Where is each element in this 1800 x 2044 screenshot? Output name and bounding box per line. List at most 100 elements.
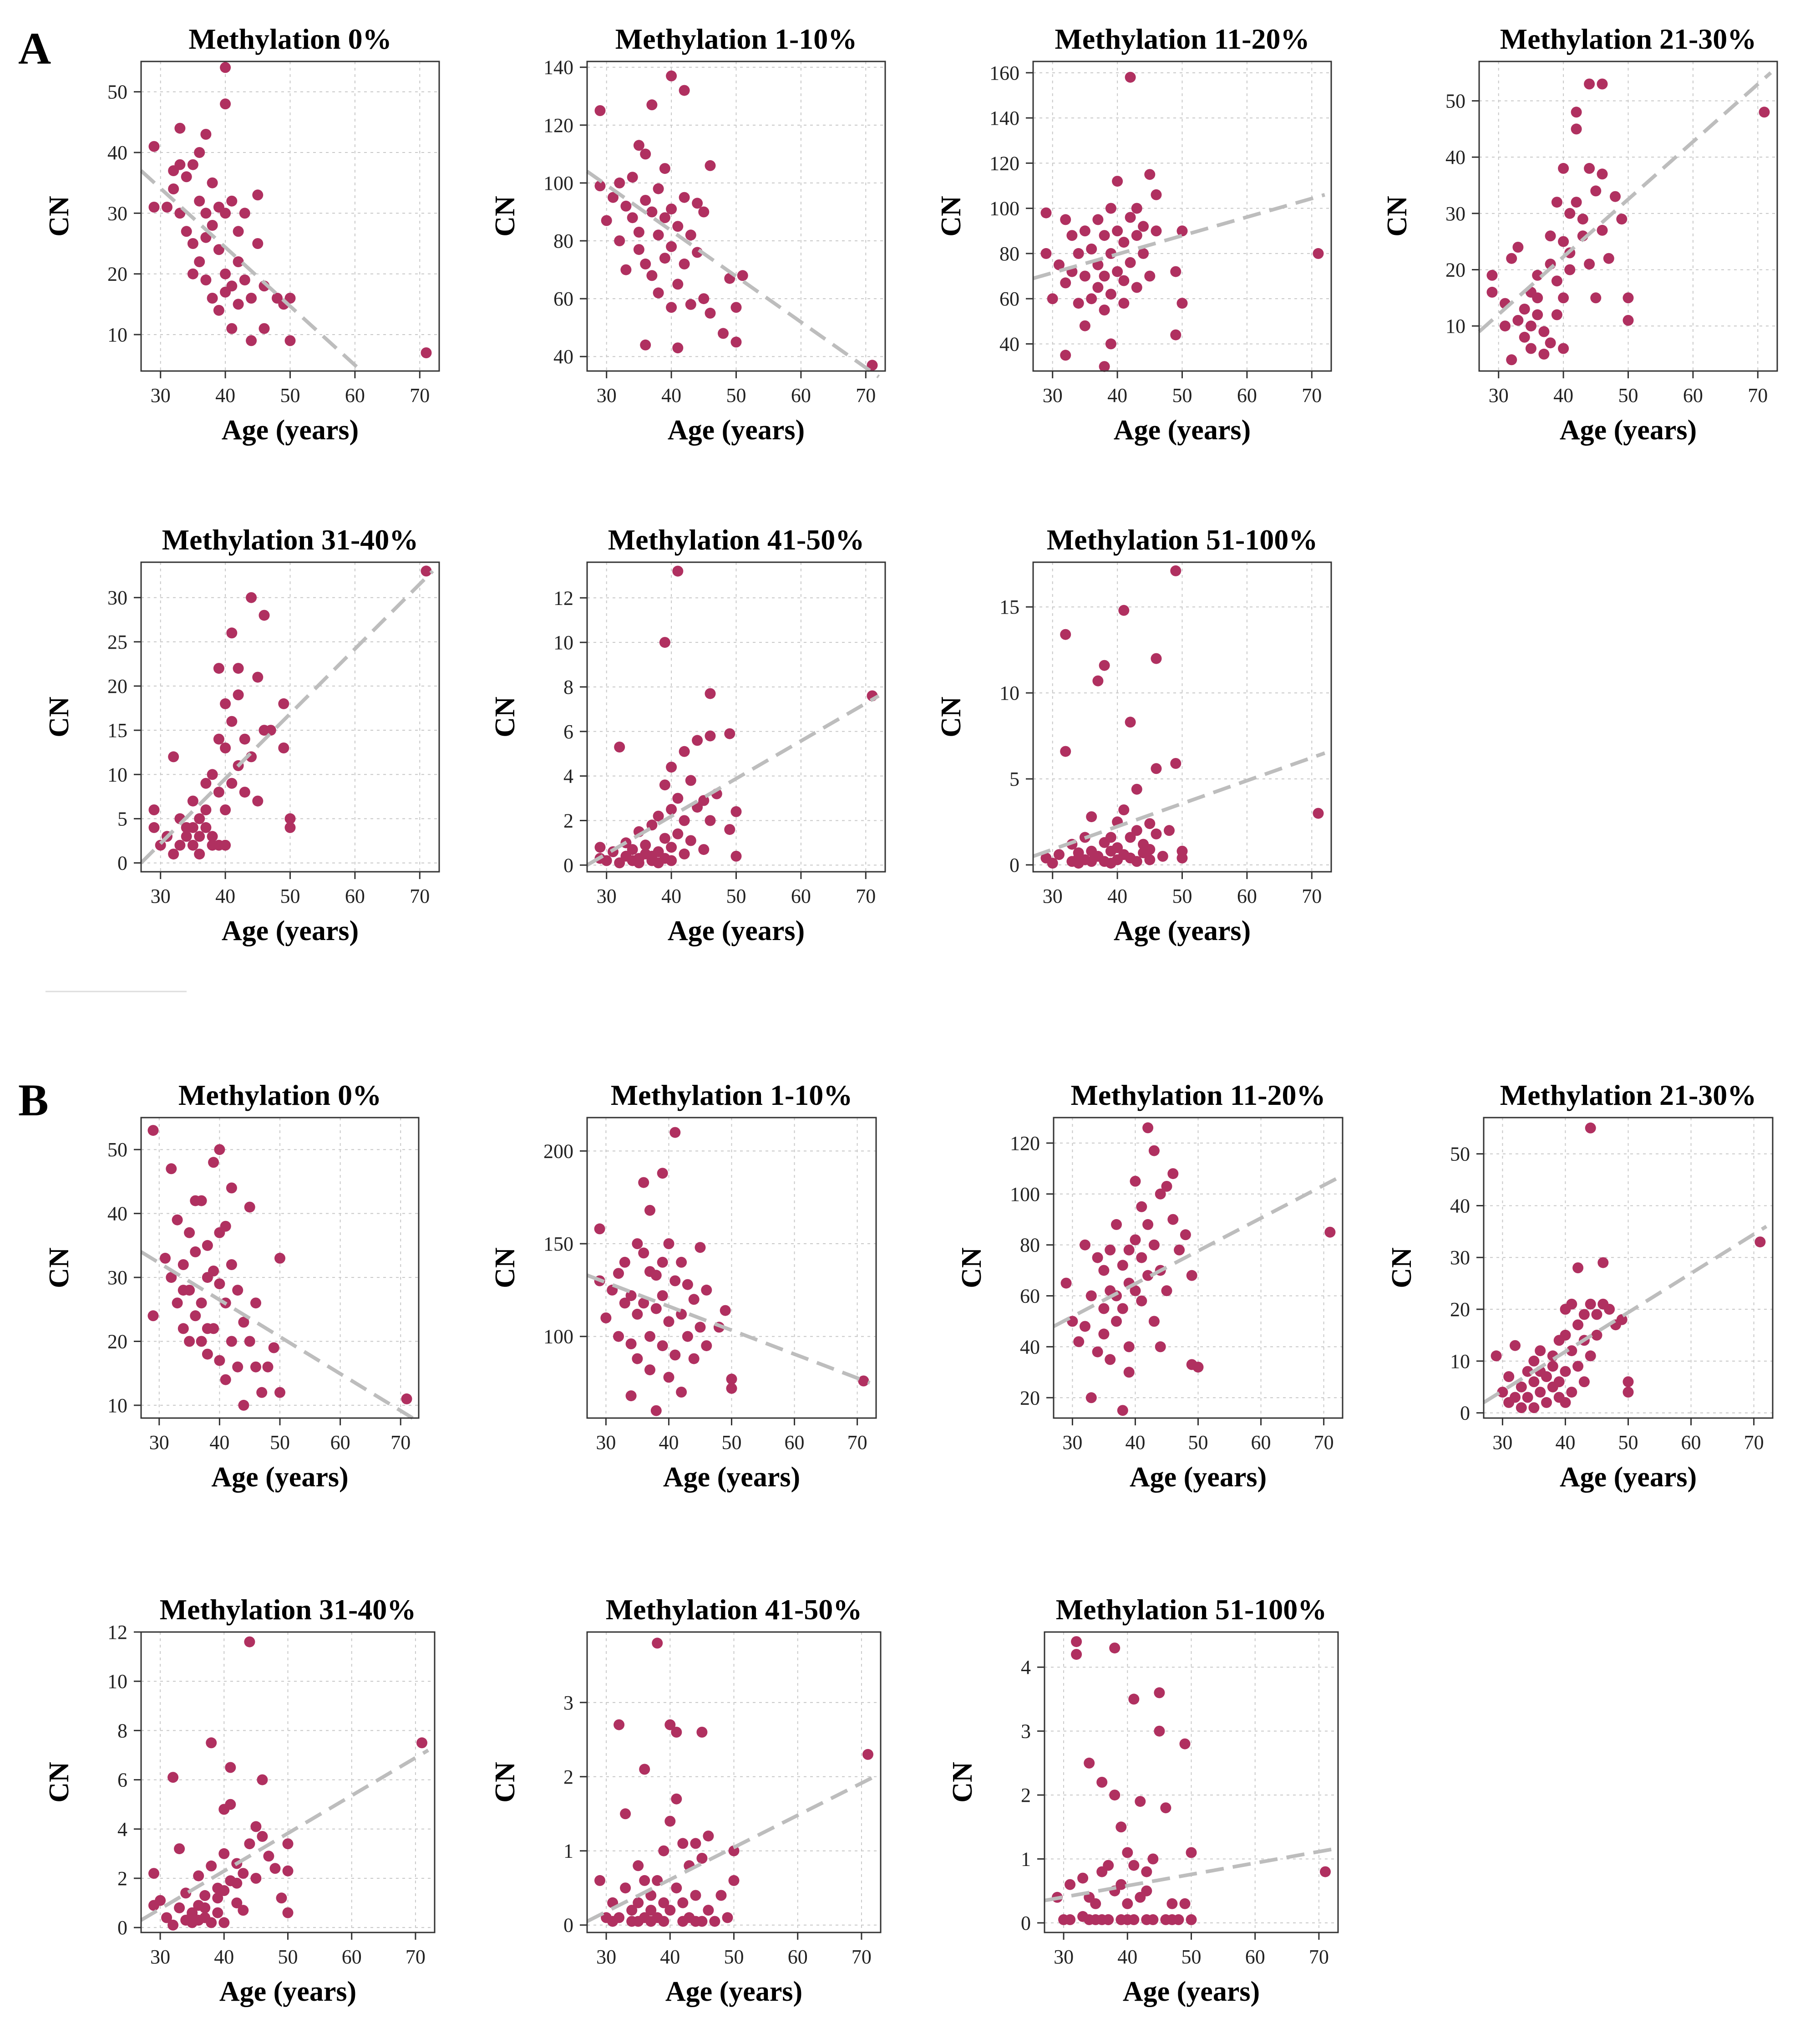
data-point — [613, 1331, 624, 1342]
data-point — [1054, 259, 1065, 270]
data-point — [724, 728, 735, 739]
x-tick-label: 70 — [1744, 1431, 1764, 1454]
data-point — [200, 778, 212, 789]
data-point — [685, 775, 696, 786]
data-point — [1086, 244, 1097, 254]
data-point — [720, 1305, 731, 1316]
data-point — [638, 1177, 649, 1188]
x-tick-label: 50 — [270, 1431, 290, 1454]
x-tick-label: 50 — [1172, 384, 1192, 407]
plot-title: Methylation 1-10% — [615, 23, 857, 55]
data-point — [199, 1890, 211, 1901]
data-point — [1547, 1361, 1558, 1372]
data-point — [594, 1223, 605, 1235]
data-point — [638, 1247, 649, 1259]
data-point — [1486, 286, 1498, 298]
data-point — [177, 1323, 189, 1334]
x-tick-label: 40 — [209, 1431, 229, 1454]
data-point — [168, 751, 179, 763]
data-point — [1528, 1402, 1540, 1414]
data-point — [638, 1297, 649, 1309]
plot-title: Methylation 31-40% — [160, 1593, 416, 1626]
data-point — [669, 1275, 681, 1286]
data-point — [659, 253, 670, 264]
data-point — [644, 1205, 655, 1216]
y-axis-label: CN — [1386, 1247, 1417, 1288]
data-point — [155, 1895, 166, 1906]
data-point — [1623, 1387, 1634, 1398]
data-point — [1131, 783, 1142, 795]
y-tick-label: 25 — [107, 631, 127, 653]
data-point — [148, 804, 160, 815]
x-axis-label: Age (years) — [1560, 415, 1697, 446]
y-tick-label: 40 — [1445, 146, 1465, 168]
data-point — [1130, 1234, 1141, 1246]
data-point — [1179, 1898, 1191, 1909]
data-point — [250, 1821, 262, 1832]
y-tick-label: 200 — [543, 1140, 573, 1162]
y-tick-label: 1 — [563, 1840, 573, 1862]
y-tick-label: 80 — [1020, 1234, 1040, 1256]
data-point — [685, 835, 696, 846]
data-point — [1591, 1309, 1602, 1320]
data-point — [1105, 832, 1116, 843]
y-axis-label: CN — [490, 1247, 521, 1288]
data-point — [239, 787, 250, 798]
y-tick-label: 80 — [999, 243, 1019, 265]
data-point — [672, 221, 684, 232]
data-point — [190, 1246, 201, 1257]
data-point — [256, 1387, 268, 1398]
data-point — [202, 1348, 213, 1360]
data-point — [1130, 1175, 1141, 1187]
data-point — [416, 1737, 427, 1749]
data-point — [1060, 746, 1071, 757]
data-point — [246, 293, 257, 304]
trend-line — [1044, 1847, 1332, 1902]
data-point — [148, 202, 160, 213]
x-tick-label: 40 — [214, 1946, 234, 1968]
data-point — [1085, 1290, 1097, 1302]
y-tick-label: 1 — [1021, 1848, 1031, 1871]
trend-line — [140, 1749, 430, 1922]
data-point — [1141, 1885, 1152, 1897]
data-point — [619, 1297, 630, 1309]
data-point — [148, 1868, 159, 1879]
data-point — [658, 1916, 669, 1927]
x-axis-label: Age (years) — [219, 1976, 356, 2007]
y-tick-label: 0 — [117, 852, 127, 875]
data-point — [613, 1268, 624, 1279]
data-point — [698, 293, 710, 305]
data-point — [1597, 1257, 1609, 1268]
data-point — [1118, 237, 1130, 248]
y-tick-label: 80 — [553, 230, 573, 252]
y-axis-label: CN — [44, 196, 75, 237]
y-tick-label: 40 — [553, 346, 573, 368]
data-point — [1179, 1738, 1191, 1749]
data-point — [1117, 1260, 1128, 1271]
y-tick-label: 40 — [107, 142, 127, 164]
y-tick-label: 40 — [999, 333, 1019, 355]
x-tick-label: 40 — [215, 384, 235, 407]
data-point — [257, 1831, 268, 1842]
data-point — [1566, 1387, 1577, 1398]
data-point — [202, 1240, 213, 1251]
data-point — [218, 1917, 230, 1928]
x-tick-label: 30 — [149, 1431, 169, 1454]
x-tick-label: 70 — [1314, 1431, 1334, 1454]
data-point — [1073, 248, 1084, 259]
data-point — [1584, 78, 1595, 90]
data-point — [692, 735, 703, 746]
data-point — [1125, 257, 1136, 268]
data-point — [1320, 1866, 1331, 1877]
plot-title: Methylation 11-20% — [1055, 23, 1310, 55]
data-point — [1584, 259, 1595, 270]
data-point — [274, 1252, 285, 1264]
data-point — [701, 1284, 712, 1296]
y-tick-label: 0 — [563, 1914, 573, 1937]
data-point — [220, 839, 231, 851]
data-point — [1092, 214, 1104, 225]
data-point — [1128, 1693, 1140, 1705]
data-point — [644, 1331, 655, 1342]
data-point — [1155, 1341, 1166, 1352]
